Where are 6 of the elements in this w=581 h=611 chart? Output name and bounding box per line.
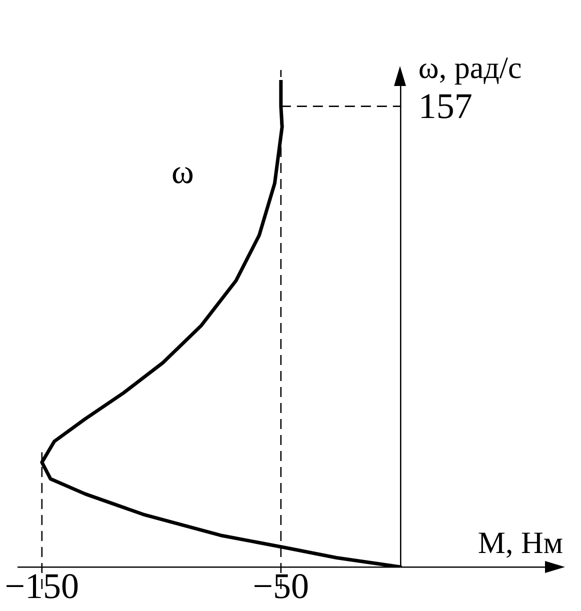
text: ω [172,154,194,192]
annotation: 157 [418,86,472,126]
x-tick-label: −150 [4,566,80,606]
x-tick-label: −50 [252,566,310,606]
x-axis-title: М, Нм [478,525,563,560]
y-axis-title: ω, рад/с [418,50,522,85]
